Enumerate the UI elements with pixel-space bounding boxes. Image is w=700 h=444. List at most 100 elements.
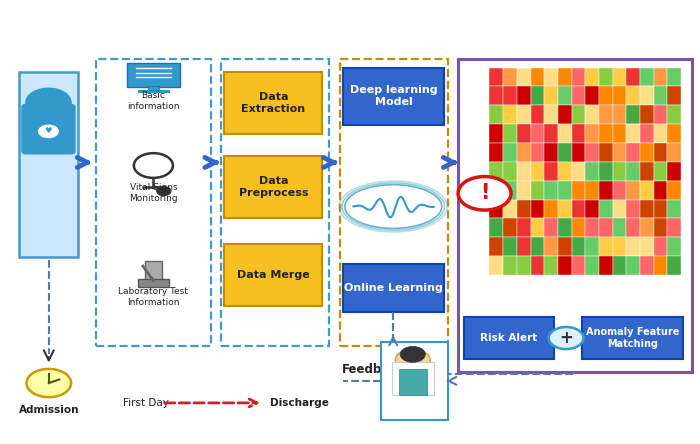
Bar: [572, 124, 585, 143]
Bar: [145, 261, 162, 281]
Bar: [558, 87, 572, 105]
Bar: [225, 72, 322, 134]
Text: !: !: [480, 183, 489, 203]
Bar: [640, 218, 654, 237]
FancyBboxPatch shape: [22, 104, 75, 154]
Bar: [572, 256, 585, 275]
Bar: [489, 199, 503, 218]
Text: Basic
information: Basic information: [127, 91, 180, 111]
Bar: [531, 181, 544, 199]
Text: Laboratory Test
Information: Laboratory Test Information: [118, 287, 188, 307]
Bar: [612, 218, 626, 237]
Bar: [668, 237, 681, 256]
Bar: [654, 218, 668, 237]
Bar: [517, 67, 531, 87]
Bar: [626, 218, 640, 237]
Bar: [612, 87, 626, 105]
Bar: [503, 256, 517, 275]
Bar: [585, 256, 599, 275]
Circle shape: [157, 187, 171, 195]
Bar: [558, 218, 572, 237]
Circle shape: [395, 349, 430, 371]
Bar: [626, 162, 640, 181]
Circle shape: [400, 346, 426, 362]
Bar: [544, 218, 558, 237]
Text: Data
Extraction: Data Extraction: [241, 92, 305, 114]
Bar: [626, 199, 640, 218]
Circle shape: [458, 177, 511, 210]
Circle shape: [26, 88, 71, 117]
Bar: [654, 237, 668, 256]
Bar: [558, 124, 572, 143]
Bar: [640, 237, 654, 256]
Bar: [572, 87, 585, 105]
Bar: [544, 87, 558, 105]
Bar: [585, 218, 599, 237]
Bar: [654, 256, 668, 275]
Bar: [503, 67, 517, 87]
Circle shape: [38, 125, 58, 138]
Bar: [127, 63, 180, 87]
Bar: [612, 124, 626, 143]
Bar: [531, 87, 544, 105]
Bar: [558, 162, 572, 181]
Text: Risk Alert: Risk Alert: [480, 333, 538, 343]
Bar: [544, 199, 558, 218]
Bar: [572, 162, 585, 181]
Bar: [640, 181, 654, 199]
Bar: [489, 87, 503, 105]
Bar: [668, 105, 681, 124]
Bar: [531, 143, 544, 162]
Text: Data Merge: Data Merge: [237, 270, 309, 280]
Bar: [585, 199, 599, 218]
Bar: [582, 317, 683, 359]
Bar: [626, 67, 640, 87]
Bar: [489, 143, 503, 162]
Bar: [585, 87, 599, 105]
Bar: [640, 256, 654, 275]
Bar: [612, 256, 626, 275]
Bar: [225, 156, 322, 218]
Bar: [654, 199, 668, 218]
Bar: [654, 105, 668, 124]
Bar: [654, 143, 668, 162]
Circle shape: [549, 327, 584, 349]
Bar: [668, 181, 681, 199]
Bar: [531, 162, 544, 181]
Bar: [668, 124, 681, 143]
Bar: [489, 181, 503, 199]
Bar: [343, 67, 444, 125]
Bar: [599, 105, 612, 124]
Bar: [544, 237, 558, 256]
Bar: [668, 218, 681, 237]
Bar: [640, 143, 654, 162]
Bar: [626, 105, 640, 124]
Bar: [654, 67, 668, 87]
Bar: [585, 143, 599, 162]
Bar: [489, 237, 503, 256]
Bar: [399, 369, 427, 396]
Bar: [503, 218, 517, 237]
Bar: [612, 143, 626, 162]
Bar: [392, 362, 434, 396]
Bar: [517, 237, 531, 256]
Bar: [489, 124, 503, 143]
Bar: [558, 105, 572, 124]
Bar: [489, 105, 503, 124]
Text: Deep learning
Model: Deep learning Model: [350, 85, 438, 107]
Bar: [489, 218, 503, 237]
Bar: [503, 237, 517, 256]
Circle shape: [27, 369, 71, 397]
Bar: [626, 256, 640, 275]
Bar: [517, 105, 531, 124]
Bar: [585, 162, 599, 181]
Bar: [340, 59, 447, 345]
Bar: [503, 87, 517, 105]
Bar: [640, 105, 654, 124]
Bar: [640, 162, 654, 181]
Bar: [612, 105, 626, 124]
Bar: [544, 143, 558, 162]
Bar: [503, 181, 517, 199]
Bar: [572, 67, 585, 87]
Bar: [517, 218, 531, 237]
